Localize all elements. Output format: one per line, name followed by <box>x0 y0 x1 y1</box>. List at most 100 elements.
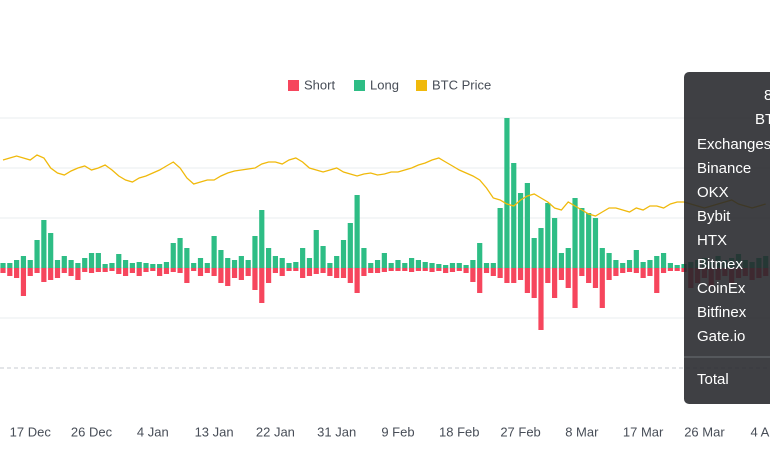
bar <box>340 240 347 268</box>
bar <box>20 268 27 296</box>
bar <box>300 248 306 268</box>
bar <box>381 268 387 272</box>
bar <box>163 268 170 274</box>
x-tick-label: 22 Jan <box>256 424 295 439</box>
x-tick-label: 17 Dec <box>10 424 52 439</box>
bar <box>422 262 428 268</box>
bar <box>572 198 578 268</box>
bar <box>231 260 238 268</box>
bar <box>545 203 551 268</box>
tooltip-row: OKX <box>697 184 729 201</box>
bar <box>191 268 197 271</box>
bar <box>238 268 244 280</box>
bar <box>402 263 408 268</box>
bar <box>409 258 415 268</box>
bar <box>429 263 435 268</box>
bar <box>218 250 224 268</box>
bar <box>490 263 496 268</box>
bar <box>647 260 653 268</box>
bar <box>320 246 326 268</box>
bar <box>68 260 74 268</box>
bar <box>667 268 673 271</box>
bar <box>48 233 54 268</box>
bar <box>334 256 340 268</box>
bar <box>259 210 265 268</box>
bar <box>293 262 299 268</box>
bar <box>415 268 422 271</box>
bar <box>586 268 592 283</box>
bar <box>361 248 367 268</box>
legend-label: Short <box>304 77 335 92</box>
legend: Short Long BTC Price <box>288 77 491 92</box>
bar <box>231 268 238 278</box>
bar <box>225 268 231 286</box>
bar <box>61 268 67 273</box>
bar <box>197 258 204 268</box>
bar <box>524 268 530 293</box>
bar <box>592 218 599 268</box>
bar <box>429 268 435 272</box>
bar <box>177 238 183 268</box>
bar <box>306 258 313 268</box>
bar <box>586 213 592 268</box>
bar <box>368 268 374 273</box>
x-tick-label: 8 Mar <box>565 424 599 439</box>
bar <box>109 263 115 268</box>
tooltip-row: Bybit <box>697 208 731 225</box>
bar <box>517 268 524 280</box>
legend-label: BTC Price <box>432 77 491 92</box>
bar <box>504 268 510 283</box>
bar <box>197 268 204 276</box>
bar <box>143 263 149 268</box>
bar <box>633 250 639 268</box>
x-tick-label: 17 Mar <box>623 424 664 439</box>
bar <box>109 268 115 271</box>
bar <box>20 256 27 268</box>
bar <box>279 258 285 268</box>
bar <box>252 236 258 268</box>
bar <box>633 268 639 273</box>
bar <box>313 230 319 268</box>
bar <box>449 263 456 268</box>
bar <box>27 260 33 268</box>
bar <box>626 268 633 272</box>
bar <box>368 263 374 268</box>
bar <box>361 268 367 276</box>
bar <box>88 253 95 268</box>
bar <box>388 263 394 268</box>
bar <box>470 268 476 282</box>
bar <box>402 268 408 271</box>
bar <box>449 268 456 272</box>
bar <box>354 268 360 293</box>
bar <box>374 260 381 268</box>
bar <box>204 268 210 273</box>
lines <box>2 154 766 217</box>
bar <box>531 268 537 298</box>
bar <box>327 263 333 268</box>
legend-swatch <box>288 80 299 91</box>
bar <box>640 268 646 278</box>
bar <box>7 263 13 268</box>
bar <box>14 268 20 278</box>
bar <box>157 268 163 276</box>
bar <box>470 260 476 268</box>
legend-swatch <box>354 80 365 91</box>
bar <box>34 240 40 268</box>
bar <box>620 268 626 273</box>
bar <box>483 268 490 273</box>
bar <box>654 268 660 293</box>
bar <box>41 268 47 282</box>
legend-label: Long <box>370 77 399 92</box>
bar <box>558 268 565 280</box>
bar <box>422 268 428 271</box>
bar <box>674 268 680 271</box>
bar <box>660 268 667 273</box>
grid <box>0 117 770 369</box>
bar <box>286 268 292 271</box>
bar <box>129 263 135 268</box>
bar <box>620 263 626 268</box>
bar <box>211 268 217 276</box>
bar <box>75 268 81 280</box>
bar <box>640 262 646 268</box>
bar <box>374 268 381 273</box>
